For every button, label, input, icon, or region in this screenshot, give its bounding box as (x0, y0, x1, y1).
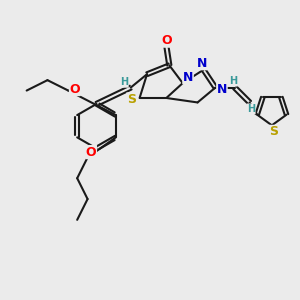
Text: H: H (247, 104, 255, 114)
Text: O: O (70, 82, 80, 96)
Text: N: N (197, 57, 207, 70)
Text: H: H (120, 77, 128, 87)
Text: H: H (229, 76, 237, 86)
Text: O: O (161, 34, 172, 47)
Text: S: S (269, 125, 278, 138)
Text: N: N (217, 82, 227, 96)
Text: S: S (127, 93, 136, 106)
Text: N: N (183, 71, 193, 84)
Text: O: O (86, 146, 97, 159)
